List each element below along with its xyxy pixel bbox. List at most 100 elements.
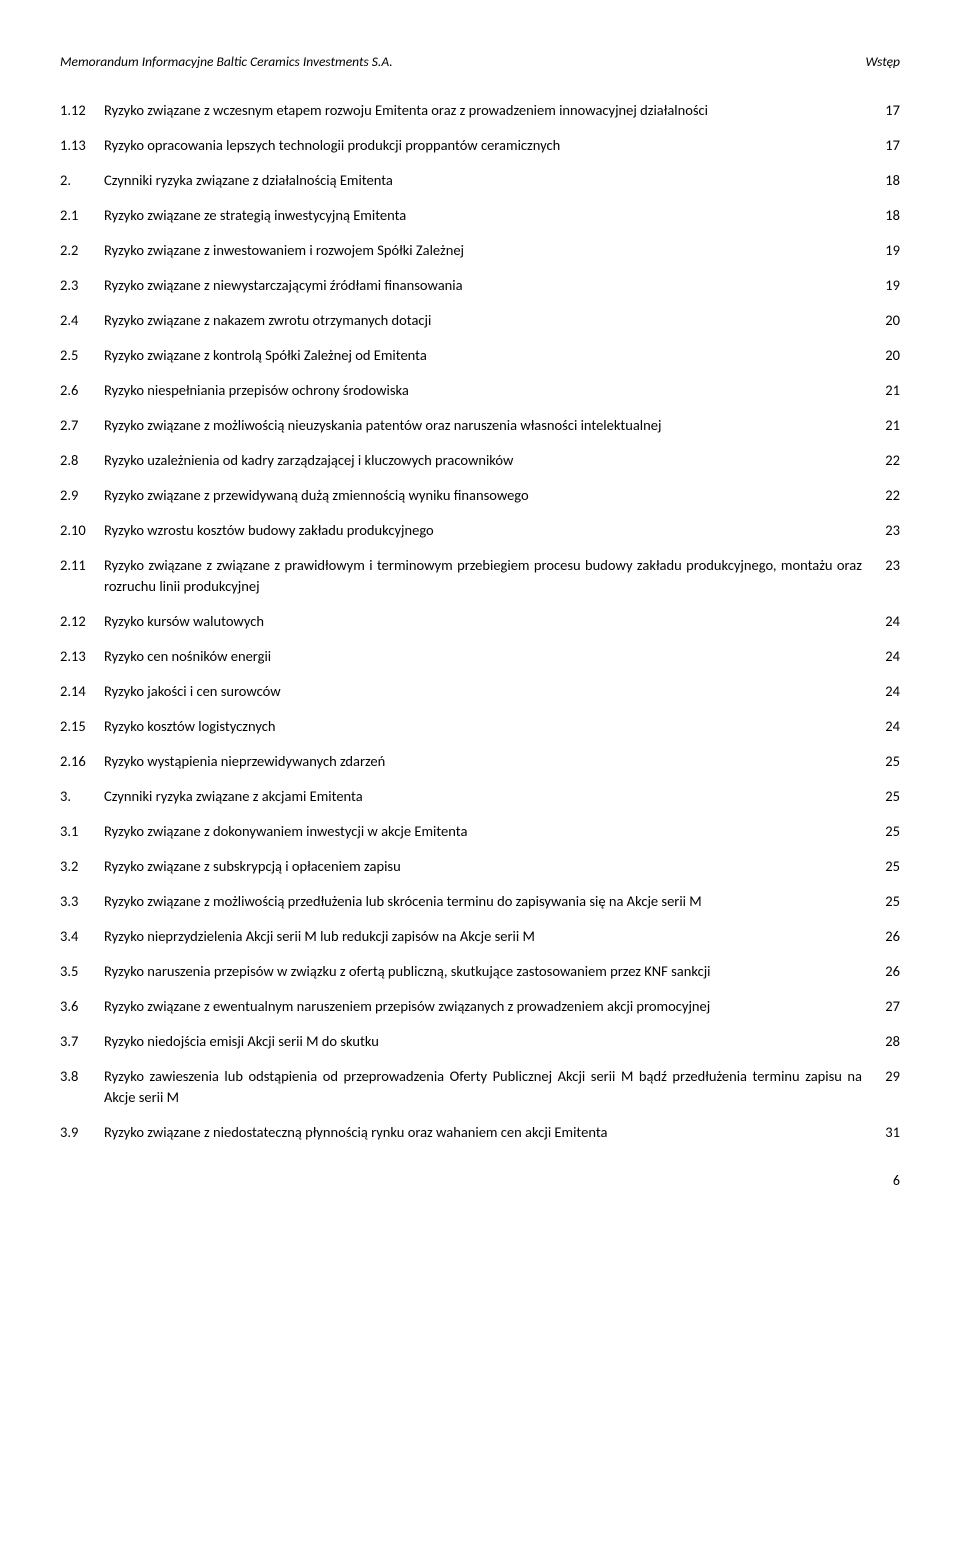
toc-row: 2.4Ryzyko związane z nakazem zwrotu otrz… <box>60 310 900 331</box>
toc-text: Ryzyko związane z ewentualnym naruszenie… <box>104 996 872 1017</box>
toc-num: 3.6 <box>60 996 104 1017</box>
toc-row: 2.3Ryzyko związane z niewystarczającymi … <box>60 275 900 296</box>
toc-row: 2.6Ryzyko niespełniania przepisów ochron… <box>60 380 900 401</box>
toc-text: Ryzyko związane z przewidywaną dużą zmie… <box>104 485 872 506</box>
toc-row: 2.13Ryzyko cen nośników energii24 <box>60 646 900 667</box>
toc-row: 3.9Ryzyko związane z niedostateczną płyn… <box>60 1122 900 1143</box>
toc-num: 3.5 <box>60 961 104 982</box>
toc-page: 23 <box>872 520 900 541</box>
toc-row: 2.9Ryzyko związane z przewidywaną dużą z… <box>60 485 900 506</box>
toc-num: 2.16 <box>60 751 104 772</box>
toc-text: Ryzyko związane z inwestowaniem i rozwoj… <box>104 240 872 261</box>
toc-num: 2. <box>60 170 104 191</box>
toc-text: Ryzyko uzależnienia od kadry zarządzając… <box>104 450 872 471</box>
toc-page: 18 <box>872 205 900 226</box>
toc-text: Ryzyko opracowania lepszych technologii … <box>104 135 872 156</box>
toc-num: 2.12 <box>60 611 104 632</box>
toc-page: 25 <box>872 856 900 877</box>
toc-row: 2.Czynniki ryzyka związane z działalnośc… <box>60 170 900 191</box>
header-right: Wstęp <box>865 52 900 72</box>
toc-row: 2.7Ryzyko związane z możliwością nieuzys… <box>60 415 900 436</box>
toc-text: Ryzyko związane z możliwością nieuzyskan… <box>104 415 872 436</box>
toc-text: Ryzyko związane z wczesnym etapem rozwoj… <box>104 100 872 121</box>
toc-page: 23 <box>872 555 900 576</box>
toc-num: 2.11 <box>60 555 104 576</box>
toc-text: Ryzyko związane z nakazem zwrotu otrzyma… <box>104 310 872 331</box>
toc-page: 18 <box>872 170 900 191</box>
toc-num: 3.4 <box>60 926 104 947</box>
toc-num: 2.13 <box>60 646 104 667</box>
toc-page: 24 <box>872 646 900 667</box>
toc-text: Ryzyko naruszenia przepisów w związku z … <box>104 961 872 982</box>
toc-row: 1.12Ryzyko związane z wczesnym etapem ro… <box>60 100 900 121</box>
toc-row: 2.11Ryzyko związane z związane z prawidł… <box>60 555 900 597</box>
toc-text: Ryzyko związane ze strategią inwestycyjn… <box>104 205 872 226</box>
toc-num: 3.1 <box>60 821 104 842</box>
toc-row: 3.Czynniki ryzyka związane z akcjami Emi… <box>60 786 900 807</box>
toc-row: 2.5Ryzyko związane z kontrolą Spółki Zal… <box>60 345 900 366</box>
toc-num: 2.9 <box>60 485 104 506</box>
toc-page: 21 <box>872 380 900 401</box>
toc-text: Ryzyko związane z dokonywaniem inwestycj… <box>104 821 872 842</box>
toc-text: Ryzyko niespełniania przepisów ochrony ś… <box>104 380 872 401</box>
toc-row: 2.14Ryzyko jakości i cen surowców24 <box>60 681 900 702</box>
toc-page: 24 <box>872 611 900 632</box>
toc-text: Ryzyko związane z niewystarczającymi źró… <box>104 275 872 296</box>
toc-num: 2.6 <box>60 380 104 401</box>
toc-row: 3.6Ryzyko związane z ewentualnym narusze… <box>60 996 900 1017</box>
toc-text: Ryzyko nieprzydzielenia Akcji serii M lu… <box>104 926 872 947</box>
toc-num: 3.3 <box>60 891 104 912</box>
toc-row: 2.15Ryzyko kosztów logistycznych24 <box>60 716 900 737</box>
toc-row: 2.16Ryzyko wystąpienia nieprzewidywanych… <box>60 751 900 772</box>
toc-page: 17 <box>872 100 900 121</box>
toc-list: 1.12Ryzyko związane z wczesnym etapem ro… <box>60 100 900 1143</box>
toc-row: 2.1Ryzyko związane ze strategią inwestyc… <box>60 205 900 226</box>
toc-text: Ryzyko wystąpienia nieprzewidywanych zda… <box>104 751 872 772</box>
toc-page: 25 <box>872 751 900 772</box>
toc-text: Ryzyko związane z kontrolą Spółki Zależn… <box>104 345 872 366</box>
toc-text: Ryzyko zawieszenia lub odstąpienia od pr… <box>104 1066 872 1108</box>
toc-num: 3. <box>60 786 104 807</box>
footer-page-number: 6 <box>60 1171 900 1191</box>
toc-row: 3.8Ryzyko zawieszenia lub odstąpienia od… <box>60 1066 900 1108</box>
toc-num: 3.8 <box>60 1066 104 1087</box>
toc-row: 2.10Ryzyko wzrostu kosztów budowy zakład… <box>60 520 900 541</box>
toc-page: 25 <box>872 786 900 807</box>
toc-row: 3.4Ryzyko nieprzydzielenia Akcji serii M… <box>60 926 900 947</box>
toc-num: 2.1 <box>60 205 104 226</box>
toc-text: Ryzyko kursów walutowych <box>104 611 872 632</box>
toc-page: 24 <box>872 681 900 702</box>
toc-page: 24 <box>872 716 900 737</box>
toc-row: 3.1Ryzyko związane z dokonywaniem inwest… <box>60 821 900 842</box>
toc-page: 22 <box>872 450 900 471</box>
toc-page: 26 <box>872 926 900 947</box>
toc-text: Ryzyko związane z związane z prawidłowym… <box>104 555 872 597</box>
toc-text: Ryzyko związane z subskrypcją i opłaceni… <box>104 856 872 877</box>
toc-num: 2.3 <box>60 275 104 296</box>
toc-num: 2.14 <box>60 681 104 702</box>
toc-text: Ryzyko związane z niedostateczną płynnoś… <box>104 1122 872 1143</box>
toc-num: 2.2 <box>60 240 104 261</box>
toc-row: 2.8Ryzyko uzależnienia od kadry zarządza… <box>60 450 900 471</box>
toc-row: 3.2Ryzyko związane z subskrypcją i opłac… <box>60 856 900 877</box>
toc-page: 31 <box>872 1122 900 1143</box>
toc-text: Ryzyko związane z możliwością przedłużen… <box>104 891 872 912</box>
toc-text: Ryzyko niedojścia emisji Akcji serii M d… <box>104 1031 872 1052</box>
toc-page: 20 <box>872 310 900 331</box>
toc-num: 3.9 <box>60 1122 104 1143</box>
toc-page: 20 <box>872 345 900 366</box>
toc-page: 25 <box>872 891 900 912</box>
toc-row: 2.2Ryzyko związane z inwestowaniem i roz… <box>60 240 900 261</box>
toc-page: 21 <box>872 415 900 436</box>
toc-page: 26 <box>872 961 900 982</box>
toc-num: 3.2 <box>60 856 104 877</box>
toc-row: 3.5Ryzyko naruszenia przepisów w związku… <box>60 961 900 982</box>
toc-text: Ryzyko wzrostu kosztów budowy zakładu pr… <box>104 520 872 541</box>
toc-num: 1.12 <box>60 100 104 121</box>
toc-text: Ryzyko kosztów logistycznych <box>104 716 872 737</box>
toc-num: 2.8 <box>60 450 104 471</box>
toc-row: 3.7Ryzyko niedojścia emisji Akcji serii … <box>60 1031 900 1052</box>
toc-num: 2.4 <box>60 310 104 331</box>
toc-num: 2.10 <box>60 520 104 541</box>
toc-page: 19 <box>872 240 900 261</box>
